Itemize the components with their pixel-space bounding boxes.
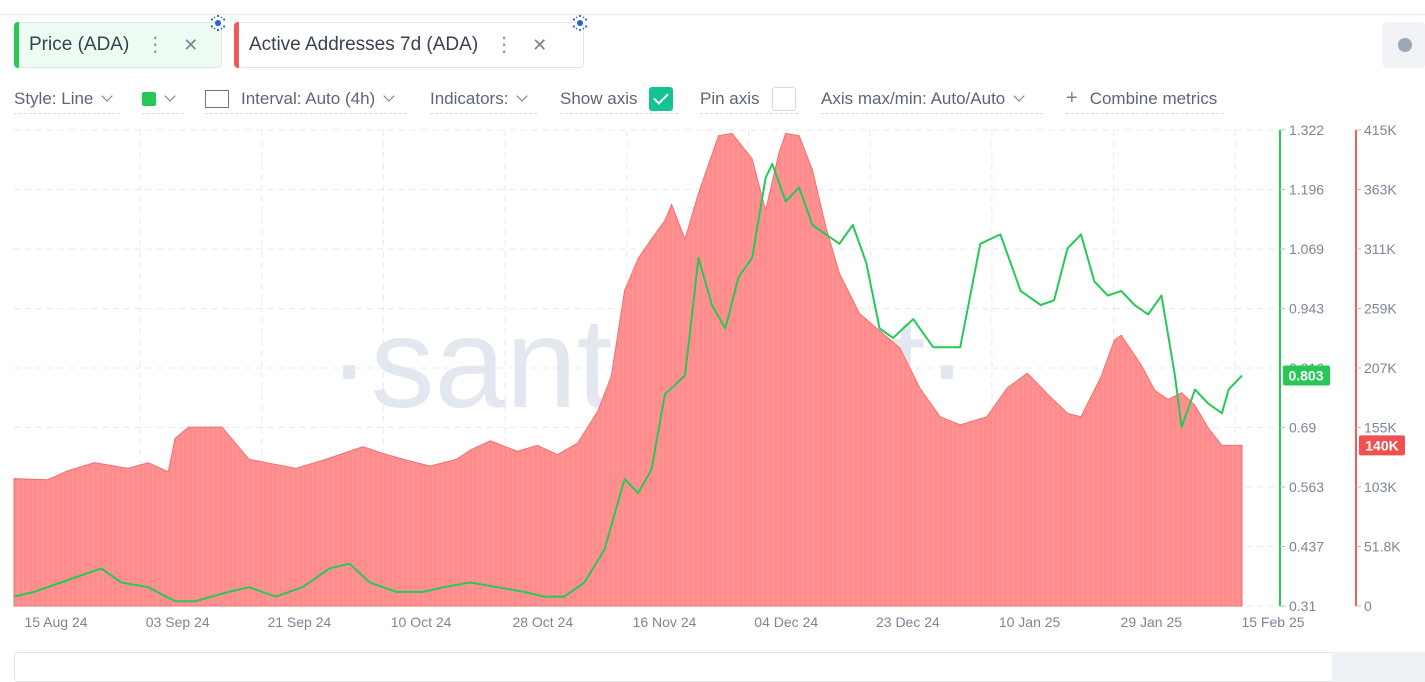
- metric-chip-price[interactable]: Price (ADA) ⋮ ✕: [14, 14, 226, 68]
- axis-maxmin-dropdown[interactable]: Axis max/min: Auto/Auto: [821, 84, 1043, 114]
- x-tick-label: 04 Dec 24: [754, 614, 818, 630]
- price-current-value: 0.803: [1288, 368, 1323, 384]
- combine-metrics-button[interactable]: + Combine metrics: [1066, 84, 1224, 114]
- metric-label: Active Addresses 7d (ADA): [249, 34, 479, 55]
- pin-axis-toggle[interactable]: Pin axis: [700, 84, 798, 114]
- chevron-down-icon: [1013, 90, 1025, 102]
- active-addresses-area: [13, 132, 1243, 607]
- addresses-axis-label: 51.8K: [1364, 539, 1401, 555]
- interval-icon: [205, 89, 229, 108]
- metric-chip-active-addresses[interactable]: Active Addresses 7d (ADA) ⋮ ✕: [234, 14, 588, 68]
- plus-icon: +: [1066, 87, 1078, 109]
- style-label: Style: Line: [14, 88, 94, 108]
- addresses-axis-label: 363K: [1364, 182, 1397, 198]
- chart-axes: 15 Aug 24 03 Sep 24 21 Sep 24 10 Oct 24 28 O…: [24, 122, 1405, 630]
- show-axis-toggle[interactable]: Show axis: [560, 84, 678, 114]
- interval-label: Interval: Auto (4h): [241, 88, 376, 108]
- color-dropdown[interactable]: [142, 84, 184, 114]
- x-tick-label: 10 Oct 24: [391, 614, 452, 630]
- price-current-badge: [1283, 365, 1330, 386]
- addresses-axis-label: 311K: [1364, 241, 1396, 257]
- x-tick-label: 16 Nov 24: [633, 614, 697, 630]
- price-line: [13, 162, 1243, 603]
- more-vertical-icon[interactable]: ⋮: [494, 34, 515, 56]
- addresses-axis-label: 415K: [1364, 122, 1397, 138]
- axis-maxmin-label: Axis max/min: Auto/Auto: [821, 88, 1006, 108]
- overview-navigator[interactable]: [14, 652, 1425, 682]
- addresses-axis-label: 207K: [1364, 360, 1397, 376]
- price-axis-label: 1.322: [1289, 122, 1324, 138]
- active-addresses-area-fill: [13, 132, 1243, 607]
- pin-axis-checkbox[interactable]: [771, 86, 796, 111]
- close-icon[interactable]: ✕: [532, 34, 548, 55]
- toggle-icon: [1398, 38, 1412, 52]
- style-dropdown[interactable]: Style: Line: [14, 84, 120, 114]
- show-axis-label: Show axis: [560, 88, 638, 108]
- x-tick-label: 29 Jan 25: [1121, 614, 1183, 630]
- addresses-current-value: 140K: [1365, 437, 1398, 453]
- interval-dropdown[interactable]: Interval: Auto (4h): [205, 84, 407, 114]
- x-tick-label: 15 Aug 24: [24, 614, 87, 630]
- navigator-handle[interactable]: [1332, 652, 1425, 682]
- x-tick-label: 15 Feb 25: [1241, 614, 1304, 630]
- price-axis-label: 1.196: [1289, 182, 1324, 198]
- more-vertical-icon[interactable]: ⋮: [145, 34, 166, 56]
- price-axis-label: 0.69: [1289, 420, 1316, 436]
- chevron-down-icon: [164, 90, 176, 102]
- combine-metrics-label: Combine metrics: [1089, 88, 1218, 108]
- indicators-dropdown[interactable]: Indicators:: [430, 84, 537, 114]
- close-icon[interactable]: ✕: [183, 34, 199, 55]
- addresses-axis-label: 103K: [1364, 479, 1397, 495]
- metric-color-bar: [14, 22, 19, 68]
- show-axis-checkbox[interactable]: [649, 86, 674, 111]
- x-tick-label: 21 Sep 24: [267, 614, 331, 630]
- chevron-down-icon: [516, 90, 529, 102]
- x-tick-label: 03 Sep 24: [146, 614, 210, 630]
- price-axis-label: 0.31: [1289, 598, 1316, 614]
- metric-color-bar: [234, 22, 239, 68]
- pin-axis-label: Pin axis: [700, 88, 760, 108]
- price-axis-label: 1.069: [1289, 241, 1324, 257]
- color-swatch: [142, 91, 156, 106]
- cardano-logo-icon: [210, 14, 226, 32]
- cardano-logo-icon: [572, 14, 588, 32]
- x-tick-label: 10 Jan 25: [999, 614, 1061, 630]
- chevron-down-icon: [101, 90, 114, 102]
- addresses-current-badge: [1359, 435, 1405, 456]
- metric-label: Price (ADA): [29, 34, 130, 55]
- chart-settings-button[interactable]: [1382, 22, 1425, 68]
- price-line-path: [13, 162, 1243, 603]
- price-axis-label: 0.943: [1289, 301, 1324, 317]
- addresses-axis-label: 0: [1364, 598, 1372, 614]
- x-tick-label: 28 Oct 24: [512, 614, 573, 630]
- top-divider: [0, 14, 1425, 15]
- addresses-axis-label: 155K: [1364, 420, 1397, 436]
- chevron-down-icon: [383, 90, 395, 102]
- x-tick-label: 23 Dec 24: [876, 614, 940, 630]
- price-axis-label: 0.437: [1289, 539, 1324, 555]
- price-axis-label: 0.563: [1289, 479, 1324, 495]
- addresses-axis-label: 259K: [1364, 301, 1397, 317]
- indicators-label: Indicators:: [430, 88, 509, 108]
